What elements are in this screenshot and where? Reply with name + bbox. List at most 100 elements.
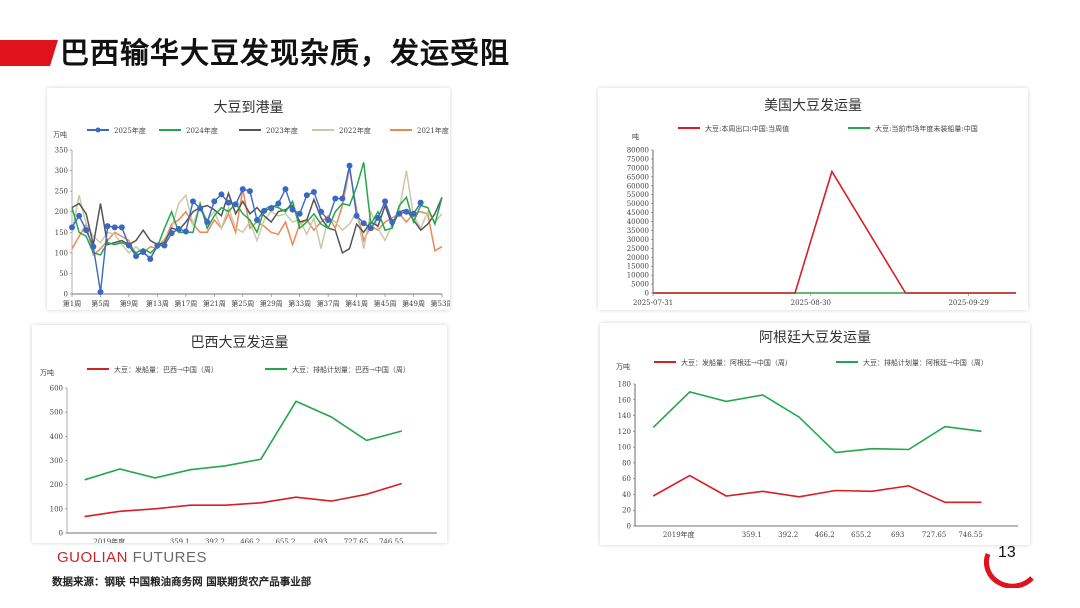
y-axis-unit-label: 万吨 [616, 362, 630, 371]
y-tick-label: 35000 [627, 227, 649, 235]
chart-title: 美国大豆发运量 [764, 98, 862, 114]
y-axis-unit-label: 万吨 [40, 368, 54, 377]
y-tick-label: 5000 [631, 281, 649, 289]
y-tick-label: 20 [622, 507, 631, 515]
data-point [189, 198, 196, 205]
x-tick-label: 第29周 [260, 299, 283, 308]
y-tick-label: 180 [618, 381, 631, 389]
data-point [410, 210, 417, 217]
y-tick-label: 200 [55, 208, 68, 216]
x-tick-label: 2025-09-29 [948, 299, 988, 307]
legend-label-1: 大豆：排船计划量：巴西→中国（周） [292, 365, 410, 374]
data-point [239, 186, 246, 193]
y-tick-label: 0 [64, 291, 68, 299]
x-tick-label: 2025-08-30 [791, 299, 831, 307]
data-point [339, 195, 346, 202]
series-line-1 [84, 400, 403, 481]
data-point [232, 201, 239, 208]
y-tick-label: 120 [618, 428, 631, 436]
data-point [133, 253, 140, 260]
y-axis-unit-label: 吨 [632, 132, 639, 141]
x-tick-label: 第1周 [63, 299, 81, 308]
data-point [118, 224, 125, 231]
data-point [367, 225, 374, 232]
y-tick-label: 30000 [627, 236, 649, 244]
y-tick-label: 250 [55, 188, 68, 196]
x-tick-label: 第21周 [203, 299, 226, 308]
x-tick-label: 第49周 [402, 299, 425, 308]
y-tick-label: 60 [622, 475, 631, 483]
x-tick-label: 693 [891, 531, 904, 539]
data-point [125, 242, 132, 249]
y-tick-label: 160 [618, 396, 631, 404]
corner-arc-decoration [984, 553, 1034, 588]
y-tick-label: 65000 [627, 173, 649, 181]
data-point [204, 219, 211, 225]
series-line-0 [652, 474, 982, 504]
x-tick-label: 359.1 [170, 538, 190, 543]
y-tick-label: 20000 [627, 254, 649, 262]
data-point [182, 228, 189, 235]
x-tick-label: 第45周 [374, 299, 397, 308]
data-point [197, 205, 204, 212]
y-tick-label: 70000 [627, 164, 649, 172]
chart-title: 大豆到港量 [214, 100, 284, 116]
x-tick-label: 746.55 [379, 538, 404, 543]
data-point [268, 205, 275, 212]
chart-panel-arrivals: 大豆到港量 万吨 2025年度 2024年度 2023年度 2022年度 2021年度 0 50… [47, 88, 450, 310]
data-point [403, 208, 410, 215]
chart-title: 阿根廷大豆发运量 [759, 330, 871, 346]
data-point [389, 219, 396, 225]
data-point [254, 216, 260, 223]
data-point [282, 186, 289, 193]
data-point [275, 200, 282, 207]
data-point [374, 214, 381, 221]
data-point [382, 198, 389, 205]
y-tick-label: 45000 [627, 209, 649, 217]
legend-label-0: 大豆：发船量：阿根廷→中国（周） [681, 358, 792, 367]
y-tick-label: 60000 [627, 182, 649, 190]
y-tick-label: 600 [50, 385, 63, 393]
legend-label-0: 大豆：发船量：巴西→中国（周） [114, 365, 218, 374]
legend-label-1: 大豆:当前市场年度未装船量:中国 [875, 124, 978, 133]
x-tick-label: 693 [314, 538, 327, 543]
chart-panel-brazil: 巴西大豆发运量 万吨 大豆：发船量：巴西→中国（周） 大豆：排船计划量：巴西→中国（周… [32, 325, 447, 543]
legend-label-4: 2021年度 [417, 126, 449, 135]
y-tick-label: 55000 [627, 191, 649, 199]
data-point [246, 188, 253, 195]
data-point [140, 249, 147, 256]
legend-label-0: 2025年度 [114, 126, 146, 135]
data-point [261, 207, 268, 214]
y-tick-label: 350 [55, 147, 68, 155]
chart-panel-argentina: 阿根廷大豆发运量 万吨 大豆：发船量：阿根廷→中国（周） 大豆：排船计划量：阿根廷→中… [600, 323, 1030, 545]
x-tick-label: 359.1 [742, 531, 762, 539]
x-tick-label: 746.55 [958, 531, 983, 539]
y-tick-label: 80 [622, 459, 631, 467]
x-tick-label: 第53周 [431, 299, 450, 308]
y-tick-label: 10000 [627, 272, 649, 280]
y-axis-unit-label: 万吨 [53, 130, 67, 139]
x-tick-label: 第9周 [120, 299, 138, 308]
data-point [346, 162, 353, 169]
x-tick-label: 第17周 [174, 299, 197, 308]
data-point [111, 224, 118, 231]
y-tick-label: 50 [59, 270, 68, 278]
page-title: 巴西输华大豆发现杂质，发运受阻 [60, 36, 511, 70]
y-tick-label: 200 [50, 481, 63, 489]
legend-marker-0 [95, 127, 101, 133]
data-point [296, 210, 303, 217]
x-tick-label: 727.65 [344, 538, 369, 543]
x-tick-label: 第13周 [146, 299, 169, 308]
data-point [225, 199, 232, 206]
data-point [396, 210, 403, 217]
data-point [76, 212, 83, 219]
x-tick-label: 第25周 [231, 299, 254, 308]
data-point [417, 199, 424, 206]
x-tick-label: 2019年度 [93, 537, 125, 543]
y-tick-label: 100 [55, 249, 68, 257]
x-tick-label: 466.2 [240, 538, 260, 543]
data-point [289, 206, 296, 213]
y-tick-label: 0 [59, 530, 63, 538]
